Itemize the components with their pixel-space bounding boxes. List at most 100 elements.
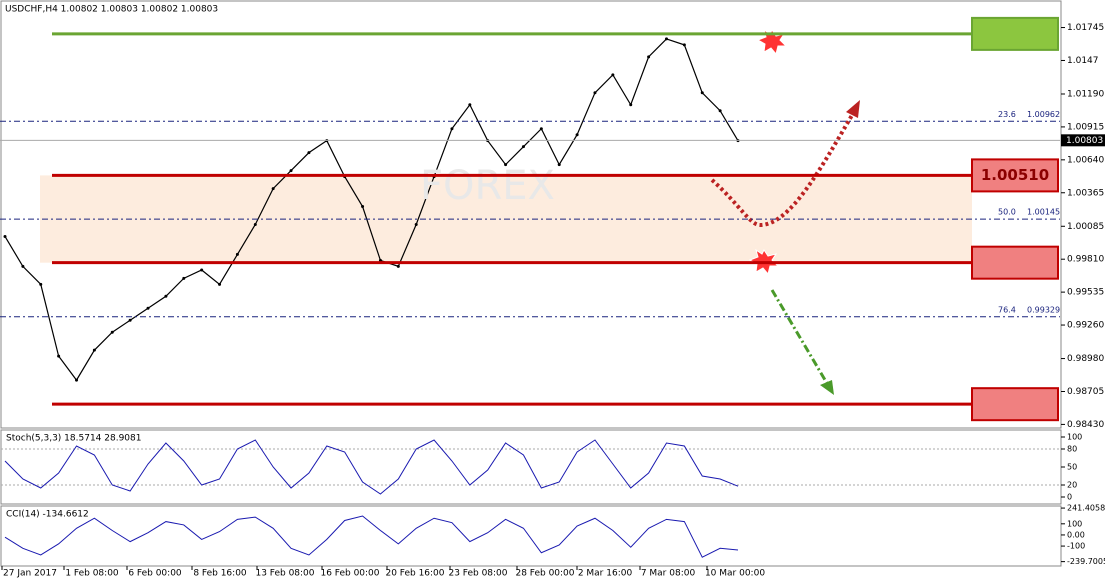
level-label: 1.00510 — [981, 166, 1049, 184]
y-tick-label: 1.00640 — [1067, 155, 1104, 165]
price-point — [539, 127, 543, 131]
price-point — [235, 252, 239, 256]
price-point — [271, 187, 275, 191]
fib-level: 23.6 — [998, 110, 1016, 119]
price-point — [110, 330, 114, 334]
level-box — [971, 245, 1059, 280]
y-tick-label: 1.0147 — [1067, 56, 1099, 66]
x-tick-label: 13 Feb 08:00 — [255, 569, 314, 579]
y-tick-label: 0.98980 — [1067, 354, 1104, 364]
x-tick-label: 7 Mar 08:00 — [641, 569, 696, 579]
down-scenario-arrow — [770, 289, 830, 386]
price-point — [450, 127, 454, 131]
price-point — [128, 318, 132, 322]
price-point — [468, 103, 472, 107]
fib-level: 76.4 — [998, 305, 1016, 314]
price-point — [682, 43, 686, 47]
y-tick-label: -239.7005 — [1067, 557, 1105, 566]
price-point — [378, 258, 382, 262]
x-tick-label: 28 Feb 00:00 — [515, 569, 574, 579]
y-tick-label: 100 — [1067, 519, 1082, 528]
main-panel — [0, 0, 1062, 429]
cci-label: CCI(14) -134.6612 — [6, 510, 89, 520]
current-price-box — [1061, 134, 1105, 147]
watermark: FOREX — [420, 163, 555, 209]
arrow-head — [846, 100, 860, 118]
y-tick-label: 0.98705 — [1067, 387, 1104, 397]
y-tick-label: 0.00 — [1067, 530, 1085, 539]
current-price: 1.00803 — [1066, 136, 1103, 146]
y-tick-label: 1.00365 — [1067, 188, 1104, 198]
price-point — [718, 109, 722, 113]
price-point — [146, 306, 150, 310]
y-tick-label: 0.98430 — [1067, 420, 1104, 430]
fib-level: 50.0 — [998, 208, 1016, 217]
price-point — [57, 354, 61, 358]
price-point — [3, 234, 7, 238]
fib-value: 1.00962 — [1027, 110, 1060, 119]
price-point — [664, 37, 668, 41]
y-tick-label: 0.99260 — [1067, 321, 1104, 331]
price-point — [218, 282, 222, 286]
y-tick-label: 0 — [1067, 493, 1072, 502]
price-point — [39, 282, 43, 286]
x-tick-label: 16 Feb 00:00 — [320, 569, 379, 579]
level-box — [971, 16, 1059, 51]
price-line — [4, 38, 739, 382]
price-point — [575, 133, 579, 137]
price-point — [414, 222, 418, 226]
price-point — [253, 222, 257, 226]
level-box — [971, 387, 1059, 422]
price-point — [593, 91, 597, 95]
y-tick-label: 1.01745 — [1067, 23, 1104, 33]
price-point — [307, 151, 311, 155]
price-point — [396, 264, 400, 268]
price-point — [557, 163, 561, 167]
price-point — [92, 348, 96, 352]
price-point — [629, 103, 633, 107]
price-point — [75, 378, 79, 382]
price-point — [289, 169, 293, 173]
y-tick-label: 0.99810 — [1067, 255, 1104, 265]
fib-value: 0.99329 — [1027, 305, 1060, 314]
y-tick-label: 241.4058 — [1067, 504, 1105, 513]
fib-value: 1.00145 — [1027, 208, 1060, 217]
x-tick-label: 8 Feb 16:00 — [193, 569, 247, 579]
x-tick-label: 20 Feb 16:00 — [385, 569, 444, 579]
y-tick-label: 20 — [1067, 481, 1077, 490]
y-tick-label: 50 — [1067, 463, 1077, 472]
x-tick-label: 27 Jan 2017 — [3, 569, 57, 579]
y-tick-label: -100 — [1067, 542, 1085, 551]
cci-line — [4, 515, 739, 558]
price-point — [200, 268, 204, 272]
price-point — [164, 294, 168, 298]
up-scenario-arrow — [710, 108, 857, 228]
price-point — [361, 205, 365, 209]
level-box — [971, 158, 1059, 193]
price-point — [611, 73, 615, 77]
price-point — [182, 276, 186, 280]
y-tick-label: 80 — [1067, 445, 1077, 454]
x-tick-label: 23 Feb 08:00 — [448, 569, 507, 579]
y-tick-label: 1.01190 — [1067, 89, 1104, 99]
y-tick-label: 1.00915 — [1067, 122, 1104, 132]
x-tick-label: 1 Feb 08:00 — [65, 569, 119, 579]
x-tick-label: 6 Feb 00:00 — [128, 569, 182, 579]
price-point — [504, 163, 508, 167]
cci-panel — [0, 505, 1062, 567]
stoch-label: Stoch(5,3,3) 18.5714 28.9081 — [6, 434, 141, 444]
price-point — [521, 145, 525, 149]
x-tick-label: 2 Mar 16:00 — [578, 569, 633, 579]
price-point — [647, 55, 651, 59]
y-tick-label: 1.00085 — [1067, 222, 1104, 232]
price-point — [700, 91, 704, 95]
burst — [756, 28, 788, 56]
chart-title: USDCHF,H4 1.00802 1.00803 1.00802 1.0080… — [5, 5, 218, 15]
stochastic-line — [4, 439, 739, 495]
x-tick-label: 10 Mar 00:00 — [705, 569, 765, 579]
y-tick-label: 0.99535 — [1067, 288, 1104, 298]
y-tick-label: 100 — [1067, 433, 1082, 442]
price-point — [21, 264, 25, 268]
